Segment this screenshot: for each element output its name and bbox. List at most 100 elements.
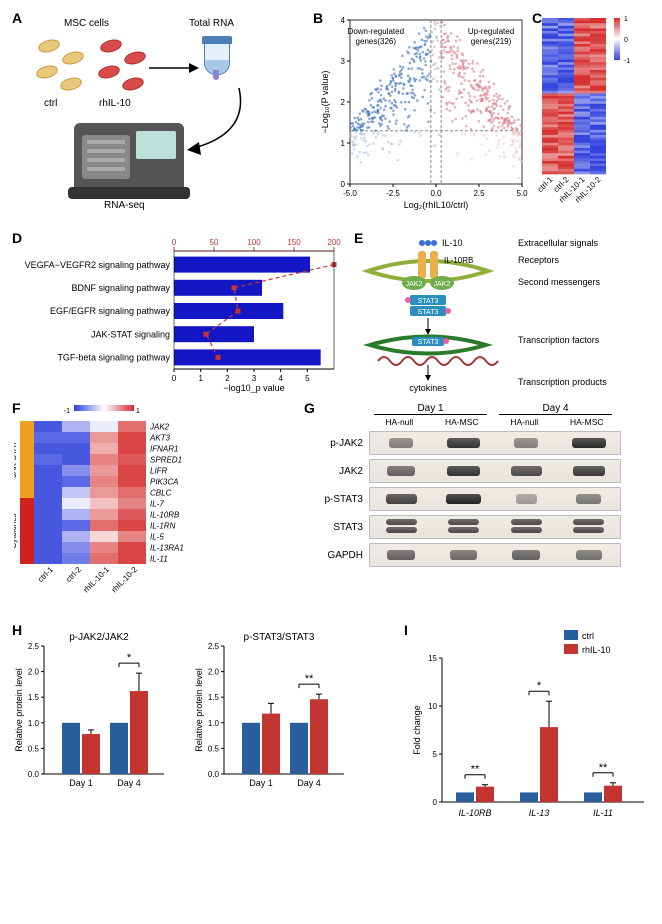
- svg-text:**: **: [471, 764, 480, 776]
- svg-text:5.0: 5.0: [516, 189, 528, 198]
- day1-label: Day 1: [374, 403, 487, 415]
- svg-text:2.5: 2.5: [208, 642, 220, 651]
- panel-g-westernblot: Day 1 Day 4 HA-null HA-MSC HA-null HA-MS…: [308, 403, 648, 603]
- panel-e-signaling: IL-10IL-10RBJAK2JAK2STAT3STAT3STAT3cytok…: [358, 233, 654, 393]
- svg-text:0: 0: [172, 374, 177, 383]
- svg-text:JAK2: JAK2: [149, 422, 170, 431]
- svg-text:p-STAT3/STAT3: p-STAT3/STAT3: [244, 632, 315, 643]
- svg-text:200: 200: [327, 238, 341, 247]
- blot-strip: [369, 543, 621, 567]
- svg-text:3: 3: [252, 374, 257, 383]
- tube-icon: [202, 36, 232, 75]
- svg-text:IL-11: IL-11: [593, 808, 613, 818]
- svg-text:Relative protein level: Relative protein level: [14, 668, 24, 752]
- svg-text:JAK-STAT signaling: JAK-STAT signaling: [91, 329, 170, 339]
- cell-rhil10-icon: [99, 37, 123, 54]
- svg-text:1.5: 1.5: [208, 693, 220, 702]
- cell-ctrl-icon: [61, 49, 85, 66]
- svg-text:IL-10RB: IL-10RB: [444, 256, 473, 265]
- blot-label: p-JAK2: [308, 438, 369, 449]
- svg-text:0: 0: [433, 798, 438, 807]
- svg-text:CBLC: CBLC: [150, 488, 172, 497]
- svg-text:VEGFA−VEGFR2 signaling pathway: VEGFA−VEGFR2 signaling pathway: [25, 260, 171, 270]
- col-label: HA-null: [493, 417, 556, 427]
- svg-text:p-JAK2/JAK2: p-JAK2/JAK2: [69, 632, 129, 643]
- svg-text:Day 4: Day 4: [117, 778, 141, 788]
- svg-text:JAK-STAT: JAK-STAT: [14, 441, 18, 478]
- svg-text:EGF/EGFR signaling pathway: EGF/EGFR signaling pathway: [50, 306, 171, 316]
- svg-text:ctrl-2: ctrl-2: [64, 565, 83, 584]
- svg-text:1: 1: [136, 408, 140, 415]
- svg-text:-5.0: -5.0: [343, 189, 357, 198]
- svg-text:1: 1: [198, 374, 203, 383]
- blot-strip: [369, 515, 621, 539]
- blot-strip: [369, 431, 621, 455]
- col-label: HA-MSC: [556, 417, 619, 427]
- arrow-icon: [149, 58, 199, 78]
- svg-text:IL-10: IL-10: [442, 238, 463, 248]
- svg-text:0: 0: [341, 180, 346, 189]
- cell-rhil10-icon: [97, 63, 121, 80]
- svg-text:**: **: [305, 673, 314, 685]
- svg-text:**: **: [599, 762, 608, 774]
- panel-c-heatmap: -101ctrl-1ctrl-2rhIL-10-1rhIL-10-2: [538, 12, 656, 227]
- svg-text:Relative protein level: Relative protein level: [194, 668, 204, 752]
- svg-text:−log10_p value: −log10_p value: [223, 383, 284, 393]
- svg-text:cytokines: cytokines: [409, 383, 447, 393]
- cell-ctrl-icon: [35, 63, 59, 80]
- blot-strip: [369, 487, 621, 511]
- svg-text:100: 100: [247, 238, 261, 247]
- svg-text:rhIL-10: rhIL-10: [582, 645, 611, 655]
- svg-text:genes(219): genes(219): [471, 37, 512, 46]
- blot-strip: [369, 459, 621, 483]
- svg-text:Day 4: Day 4: [297, 778, 321, 788]
- svg-text:1.0: 1.0: [28, 719, 40, 728]
- svg-text:Second messengers: Second messengers: [518, 277, 601, 287]
- svg-text:10: 10: [428, 702, 437, 711]
- svg-text:5: 5: [433, 750, 438, 759]
- svg-text:SPRED1: SPRED1: [150, 455, 182, 464]
- blot-label: GAPDH: [308, 550, 369, 561]
- svg-text:genes(326): genes(326): [356, 37, 397, 46]
- svg-text:IL-10RB: IL-10RB: [150, 510, 180, 519]
- col-label: HA-null: [368, 417, 431, 427]
- svg-text:STAT3: STAT3: [418, 298, 439, 305]
- svg-text:STAT3: STAT3: [418, 339, 439, 346]
- svg-text:4: 4: [341, 16, 346, 25]
- svg-text:2.5: 2.5: [473, 189, 485, 198]
- svg-text:IL-13RA1: IL-13RA1: [150, 543, 184, 552]
- panel-a-schematic: MSC cells Total RNA ctrl rhIL-10: [14, 8, 314, 208]
- svg-text:−Log₁₀(P value): −Log₁₀(P value): [320, 71, 330, 134]
- svg-text:STAT3: STAT3: [418, 309, 439, 316]
- svg-text:-2.5: -2.5: [386, 189, 400, 198]
- svg-text:ctrl: ctrl: [582, 631, 594, 641]
- svg-text:5: 5: [305, 374, 310, 383]
- svg-text:1: 1: [341, 139, 346, 148]
- svg-text:IFNAR1: IFNAR1: [150, 444, 178, 453]
- panel-b-volcano: -5.0-2.50.02.55.001234Log₂(rhIL10/ctrl)−…: [318, 12, 528, 212]
- cell-rhil10-icon: [121, 75, 145, 92]
- svg-text:2.0: 2.0: [28, 668, 40, 677]
- svg-text:15: 15: [428, 654, 437, 663]
- svg-text:0.0: 0.0: [208, 770, 220, 779]
- svg-text:Down-regulated: Down-regulated: [348, 27, 404, 36]
- svg-text:TGF-beta signaling pathway: TGF-beta signaling pathway: [57, 353, 170, 363]
- col-label: HA-MSC: [431, 417, 494, 427]
- svg-text:*: *: [537, 680, 542, 692]
- svg-text:Up-regulated: Up-regulated: [468, 27, 514, 36]
- svg-text:PIK3CA: PIK3CA: [150, 477, 178, 486]
- svg-text:0: 0: [624, 37, 628, 44]
- svg-text:2.5: 2.5: [28, 642, 40, 651]
- panel-h-barcharts: p-JAK2/JAK20.00.51.01.52.02.5Relative pr…: [14, 628, 394, 818]
- figure: A B C D E F G H I MSC cells Total RNA ct…: [8, 8, 654, 916]
- svg-text:Day 1: Day 1: [69, 778, 93, 788]
- svg-text:Receptors: Receptors: [518, 255, 560, 265]
- svg-text:IL-5: IL-5: [150, 532, 164, 541]
- panel-d-pathway-bars: 050100150200012345−log10_p valueVEGFA−VE…: [14, 233, 344, 393]
- svg-text:IL-1RN: IL-1RN: [150, 521, 176, 530]
- svg-text:Transcription factors: Transcription factors: [518, 335, 600, 345]
- cell-ctrl-icon: [59, 75, 83, 92]
- svg-text:*: *: [127, 652, 132, 664]
- svg-text:0: 0: [172, 238, 177, 247]
- svg-text:2.0: 2.0: [208, 668, 220, 677]
